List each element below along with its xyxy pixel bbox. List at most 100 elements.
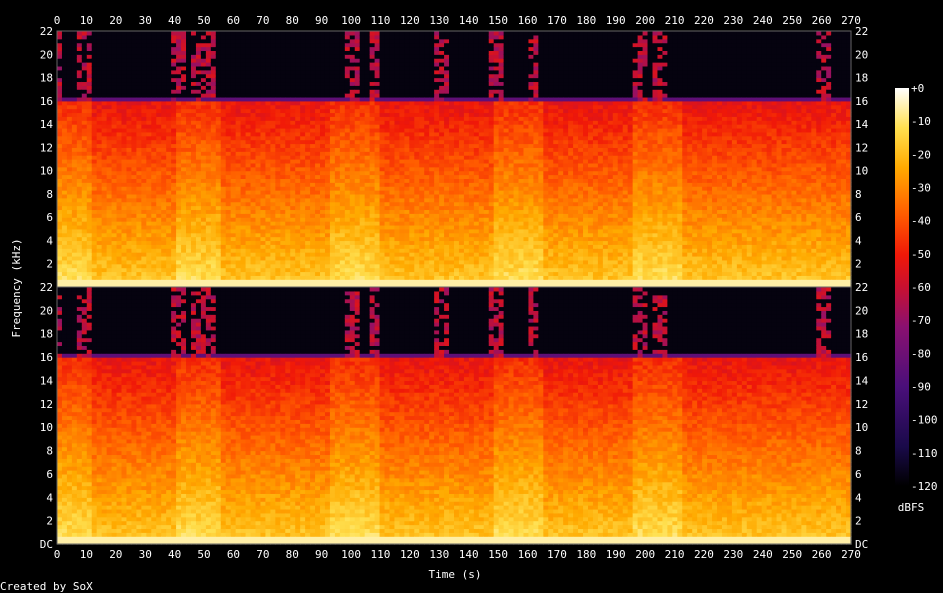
heatmap-cell — [230, 120, 237, 125]
heatmap-cell — [369, 240, 376, 245]
heatmap-cell — [265, 190, 271, 195]
heatmap-cell — [111, 34, 118, 40]
heatmap-cell — [190, 255, 197, 261]
heatmap-cell — [61, 244, 68, 249]
heatmap-cell — [106, 228, 113, 234]
heatmap-cell — [230, 170, 237, 176]
heatmap-cell — [310, 224, 316, 230]
heatmap-cell — [295, 96, 301, 102]
heatmap-cell — [369, 151, 376, 156]
heatmap-cell — [310, 96, 316, 102]
heatmap-cell — [255, 120, 262, 125]
heatmap-cell — [200, 283, 207, 288]
heatmap-cell — [136, 81, 142, 86]
heatmap-cell — [190, 50, 197, 55]
heatmap-cell — [220, 283, 227, 288]
heatmap-cell — [156, 182, 162, 187]
heatmap-cell — [230, 178, 237, 183]
heatmap-cell — [424, 240, 430, 245]
heatmap-cell — [285, 69, 291, 75]
heatmap-cell — [369, 244, 376, 249]
heatmap-cell — [225, 209, 232, 214]
heatmap-cell — [240, 279, 247, 284]
heatmap-cell — [399, 232, 405, 238]
heatmap-cell — [260, 182, 267, 187]
heatmap-cell — [250, 205, 257, 211]
heatmap-cell — [280, 166, 286, 172]
heatmap-cell — [344, 263, 351, 269]
heatmap-cell — [121, 96, 128, 102]
heatmap-cell — [300, 127, 306, 133]
heatmap-cell — [250, 93, 257, 98]
heatmap-cell — [220, 255, 227, 261]
heatmap-cell — [379, 259, 386, 265]
heatmap-cell — [379, 236, 386, 242]
heatmap-cell — [260, 232, 267, 238]
heatmap-cell — [329, 221, 336, 226]
heatmap-cell — [121, 259, 128, 265]
heatmap-cell — [186, 100, 192, 106]
heatmap-cell — [106, 232, 113, 238]
heatmap-cell — [364, 174, 371, 179]
heatmap-cell — [116, 50, 123, 55]
heatmap-cell — [349, 244, 356, 249]
heatmap-cell — [131, 248, 137, 253]
heatmap-cell — [181, 38, 187, 44]
heatmap-cell — [181, 244, 187, 249]
heatmap-cell — [230, 104, 237, 110]
heatmap-cell — [414, 89, 420, 94]
heatmap-cell — [121, 31, 128, 36]
heatmap-cell — [384, 201, 391, 207]
heatmap-cell — [161, 69, 167, 75]
heatmap-cell — [76, 166, 83, 172]
heatmap-cell — [111, 31, 118, 36]
heatmap-cell — [225, 244, 232, 249]
heatmap-cell — [344, 112, 351, 117]
heatmap-cell — [210, 46, 217, 51]
heatmap-cell — [344, 62, 351, 67]
heatmap-cell — [349, 170, 356, 176]
heatmap-cell — [121, 85, 128, 90]
heatmap-cell — [369, 267, 376, 273]
heatmap-cell — [324, 193, 331, 199]
heatmap-cell — [200, 197, 207, 203]
heatmap-cell — [424, 201, 430, 207]
heatmap-cell — [240, 100, 247, 106]
heatmap-cell — [354, 143, 361, 148]
heatmap-cell — [399, 38, 405, 44]
heatmap-cell — [275, 224, 281, 230]
heatmap-cell — [320, 112, 326, 117]
heatmap-cell — [161, 42, 167, 48]
heatmap-cell — [260, 267, 267, 273]
heatmap-cell — [116, 155, 123, 160]
heatmap-cell — [329, 170, 336, 176]
heatmap-cell — [364, 73, 371, 79]
heatmap-cell — [141, 174, 147, 179]
heatmap-cell — [215, 108, 222, 114]
heatmap-cell — [126, 46, 133, 51]
heatmap-cell — [106, 120, 113, 125]
heatmap-cell — [220, 240, 227, 245]
heatmap-cell — [374, 275, 381, 280]
heatmap-cell — [220, 228, 227, 234]
heatmap-cell — [200, 81, 207, 86]
heatmap-cell — [126, 244, 133, 249]
heatmap-cell — [315, 255, 321, 261]
heatmap-cell — [86, 228, 93, 234]
heatmap-cell — [384, 38, 391, 44]
heatmap-cell — [394, 42, 401, 48]
heatmap-cell — [315, 120, 321, 125]
heatmap-cell — [195, 34, 202, 40]
heatmap-cell — [255, 221, 262, 226]
heatmap-cell — [260, 166, 267, 172]
heatmap-cell — [414, 166, 420, 172]
heatmap-cell — [265, 236, 271, 242]
heatmap-cell — [235, 228, 242, 234]
heatmap-cell — [324, 209, 331, 214]
x-tick-label-bottom: 60 — [227, 548, 240, 561]
heatmap-cell — [354, 244, 361, 249]
heatmap-cell — [364, 69, 371, 75]
heatmap-cell — [225, 186, 232, 191]
heatmap-cell — [176, 197, 182, 203]
heatmap-cell — [81, 69, 88, 75]
